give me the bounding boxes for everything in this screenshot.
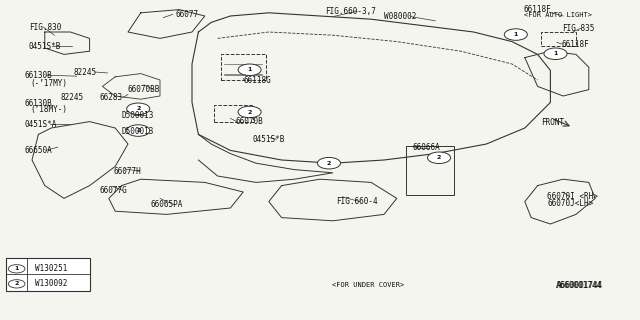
Circle shape [127,125,150,136]
Circle shape [317,157,340,169]
Text: 0451S*B: 0451S*B [253,135,285,144]
Text: 66066A: 66066A [413,143,440,152]
Circle shape [127,103,150,115]
Text: 1: 1 [514,32,518,37]
Circle shape [8,280,25,288]
Bar [214,105,253,122]
Text: A660001744: A660001744 [557,281,603,290]
Text: 66118F: 66118F [524,5,551,14]
Circle shape [544,48,567,60]
Text: 66118G: 66118G [243,76,271,85]
Text: 0451S*A: 0451S*A [24,120,57,129]
Text: 66118F: 66118F [562,40,589,49]
Text: D500013: D500013 [122,111,154,120]
Text: 2: 2 [248,109,252,115]
Circle shape [238,106,261,118]
Text: 82245: 82245 [74,68,97,76]
Text: 66065PA: 66065PA [150,200,183,209]
Bar [541,32,576,46]
Text: 66070I <RH>: 66070I <RH> [547,192,598,201]
Text: W130092: W130092 [35,279,68,288]
Text: 66070B: 66070B [236,117,263,126]
Text: 82245: 82245 [61,93,84,102]
Bar [221,54,266,80]
Text: <FOR AUTO LIGHT>: <FOR AUTO LIGHT> [524,12,591,18]
Text: 2: 2 [327,161,331,166]
Text: <FOR UNDER COVER>: <FOR UNDER COVER> [332,283,404,288]
Text: 66650A: 66650A [24,146,52,155]
Text: 1: 1 [554,51,557,56]
Text: 66077G: 66077G [99,186,127,195]
Text: 66283: 66283 [99,93,122,102]
Text: 66070J<LH>: 66070J<LH> [547,199,593,208]
Circle shape [8,265,25,273]
Text: 2: 2 [136,128,140,133]
Text: FIG.660-4: FIG.660-4 [336,197,378,206]
Circle shape [428,152,451,164]
Circle shape [504,29,527,40]
Text: 66130B: 66130B [24,99,52,108]
Text: FIG.830: FIG.830 [29,23,61,32]
Text: (’18MY-): (’18MY-) [31,105,68,114]
Text: 1: 1 [15,266,19,271]
Circle shape [238,64,261,76]
Text: FRONT: FRONT [541,118,564,127]
Bar [406,146,454,195]
Text: W080002: W080002 [384,12,417,21]
Text: 1: 1 [248,67,252,72]
Text: W130251: W130251 [35,264,68,273]
Text: 2: 2 [437,155,441,160]
Text: 66077H: 66077H [114,167,141,176]
Text: 66070BB: 66070BB [128,85,161,94]
Text: FIG.660-3,7: FIG.660-3,7 [325,7,376,16]
Text: 66077: 66077 [176,10,199,19]
Text: 2: 2 [136,106,140,111]
Text: 0451S*B: 0451S*B [29,42,61,51]
Text: 66130B: 66130B [24,71,52,80]
Text: D500013: D500013 [122,127,154,136]
Text: A660001744: A660001744 [556,281,602,290]
Bar [6,258,90,291]
Text: (-’17MY): (-’17MY) [31,79,68,88]
Text: FIG.835: FIG.835 [562,24,595,33]
Text: 2: 2 [15,281,19,286]
